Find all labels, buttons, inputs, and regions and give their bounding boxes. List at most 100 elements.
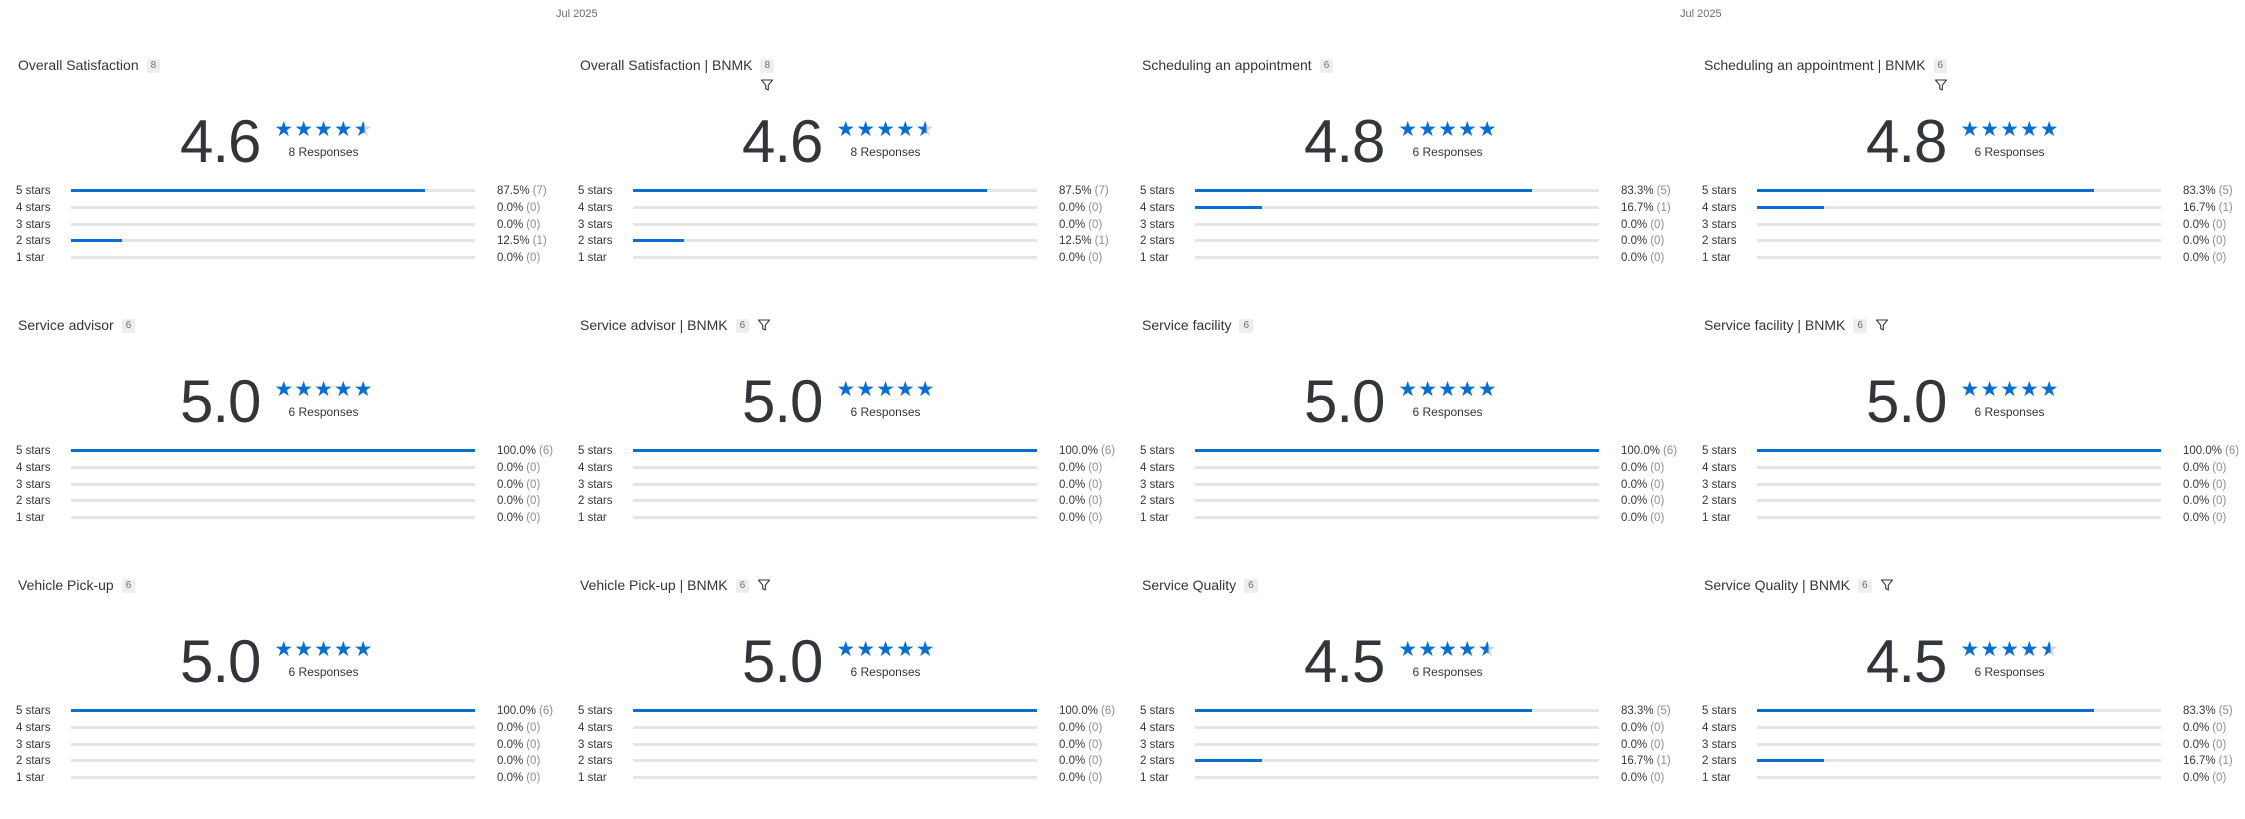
score-meta: ★ ★ ★ ★ ★ 6 Responses — [274, 638, 372, 679]
distribution-bar-track — [633, 742, 1037, 746]
distribution-row: 2 stars 12.5% (1) — [16, 233, 556, 250]
card-header: Vehicle Pick-up 6 — [18, 576, 136, 594]
star-icon: ★ — [2000, 638, 2019, 661]
distribution-bar-fill — [633, 239, 684, 243]
rating-distribution: 5 stars 100.0% (6) 4 stars 0.0% (0) 3 stars 0.0… — [16, 703, 556, 787]
distribution-percent: 0.0% — [497, 755, 524, 768]
responses-label: 6 Responses — [1412, 145, 1483, 159]
distribution-count: (0) — [526, 772, 541, 785]
rating-card: Service facility 6 5.0 ★ ★ ★ ★ ★ 6 Responses… — [1124, 298, 1686, 558]
distribution-row: 1 star 0.0% (0) — [578, 510, 1118, 527]
responses-label: 6 Responses — [1974, 405, 2045, 419]
card-title: Scheduling an appointment | BNMK — [1704, 57, 1926, 73]
star-icon: ★ — [274, 638, 294, 661]
distribution-percent: 0.0% — [497, 495, 524, 508]
star-icon: ★ — [836, 638, 856, 661]
star-level-label: 3 stars — [16, 478, 51, 491]
distribution-count: (0) — [1088, 721, 1103, 734]
star-icon: ★ — [1398, 118, 1418, 141]
star-rating: ★ ★ ★ ★ ★ — [1398, 378, 1497, 401]
distribution-value: 0.0% (0) — [1621, 217, 1664, 233]
distribution-bar-track — [1195, 742, 1599, 746]
distribution-count: (0) — [1088, 478, 1103, 491]
distribution-percent: 0.0% — [2183, 512, 2210, 525]
filter-icon[interactable] — [757, 318, 771, 332]
distribution-row: 1 star 0.0% (0) — [578, 250, 1118, 267]
distribution-percent: 0.0% — [497, 252, 524, 265]
distribution-bar-track — [71, 742, 475, 746]
star-level-label: 3 stars — [1140, 478, 1175, 491]
distribution-percent: 0.0% — [1621, 772, 1648, 785]
distribution-percent: 87.5% — [497, 185, 530, 197]
distribution-value: 0.0% (0) — [497, 510, 540, 526]
star-level-label: 1 star — [1702, 512, 1731, 525]
distribution-bar-fill — [71, 189, 425, 192]
distribution-row: 4 stars 16.7% (1) — [1140, 200, 1680, 217]
star-rating: ★ ★ ★ ★ ★ — [274, 118, 373, 141]
score-summary: 4.6 ★ ★ ★ ★ ★ 8 Responses — [180, 112, 373, 172]
responses-label: 6 Responses — [288, 665, 359, 679]
distribution-percent: 12.5% — [497, 235, 530, 248]
filter-icon[interactable] — [1875, 318, 1889, 332]
distribution-value: 100.0% (6) — [1059, 443, 1115, 459]
card-title: Service facility — [1142, 317, 1232, 333]
distribution-percent: 83.3% — [1621, 185, 1654, 197]
star-icon: ★ — [294, 638, 314, 661]
distribution-bar-track — [1757, 449, 2161, 452]
score-summary: 5.0 ★ ★ ★ ★ ★ 6 Responses — [742, 372, 935, 432]
distribution-value: 0.0% (0) — [1059, 510, 1102, 526]
distribution-count: (0) — [1650, 772, 1665, 785]
distribution-row: 5 stars 100.0% (6) — [1702, 443, 2242, 460]
filter-icon[interactable] — [760, 78, 774, 92]
star-level-label: 3 stars — [1140, 738, 1175, 751]
distribution-count: (0) — [2212, 235, 2227, 248]
distribution-bar-fill — [71, 239, 122, 243]
distribution-value: 0.0% (0) — [2183, 510, 2226, 526]
star-level-label: 5 stars — [16, 705, 51, 717]
distribution-bar-fill — [1195, 205, 1263, 209]
distribution-bar-track — [71, 725, 475, 729]
star-level-label: 4 stars — [16, 461, 51, 474]
rating-distribution: 5 stars 100.0% (6) 4 stars 0.0% (0) 3 stars 0.0… — [1702, 443, 2242, 527]
distribution-count: (1) — [2218, 755, 2233, 768]
distribution-bar-track — [1757, 256, 2161, 260]
star-icon: ★ — [314, 638, 333, 661]
distribution-value: 0.0% (0) — [497, 460, 540, 476]
distribution-count: (0) — [526, 755, 541, 768]
distribution-count: (0) — [2212, 772, 2227, 785]
distribution-bar-track — [1757, 499, 2161, 503]
distribution-bar-track — [1757, 709, 2161, 712]
distribution-bar-track — [1757, 239, 2161, 243]
distribution-percent: 0.0% — [1621, 495, 1648, 508]
response-count-badge: 6 — [1319, 59, 1334, 73]
distribution-bar-track — [1757, 205, 2161, 209]
star-icon: ★ — [915, 118, 935, 141]
distribution-value: 0.0% (0) — [2183, 720, 2226, 736]
distribution-count: (0) — [1650, 235, 1665, 248]
filter-icon[interactable] — [757, 578, 771, 592]
distribution-count: (5) — [1656, 185, 1671, 197]
distribution-bar-fill — [633, 449, 1037, 452]
distribution-bar-track — [71, 189, 475, 192]
star-icon: ★ — [353, 118, 373, 141]
distribution-percent: 0.0% — [1621, 478, 1648, 491]
star-level-label: 2 stars — [1140, 755, 1175, 768]
distribution-bar-track — [1195, 725, 1599, 729]
response-count-badge: 6 — [121, 579, 136, 593]
distribution-bar-fill — [1757, 205, 1825, 209]
star-level-label: 1 star — [1702, 772, 1731, 785]
distribution-row: 3 stars 0.0% (0) — [16, 737, 556, 754]
average-score: 5.0 — [1866, 368, 1947, 435]
star-icon: ★ — [1418, 118, 1438, 141]
distribution-percent: 0.0% — [497, 772, 524, 785]
star-icon: ★ — [1438, 118, 1457, 141]
filter-icon[interactable] — [1880, 578, 1894, 592]
filter-icon[interactable] — [1934, 78, 1948, 92]
distribution-count: (0) — [2212, 461, 2227, 474]
distribution-count: (1) — [2218, 201, 2233, 214]
star-icon: ★ — [1477, 378, 1497, 401]
rating-distribution: 5 stars 87.5% (7) 4 stars 0.0% (0) 3 stars 0.0%… — [578, 183, 1118, 267]
responses-label: 8 Responses — [288, 145, 359, 159]
star-rating: ★ ★ ★ ★ ★ — [1960, 119, 2058, 140]
star-level-label: 1 star — [578, 512, 607, 525]
